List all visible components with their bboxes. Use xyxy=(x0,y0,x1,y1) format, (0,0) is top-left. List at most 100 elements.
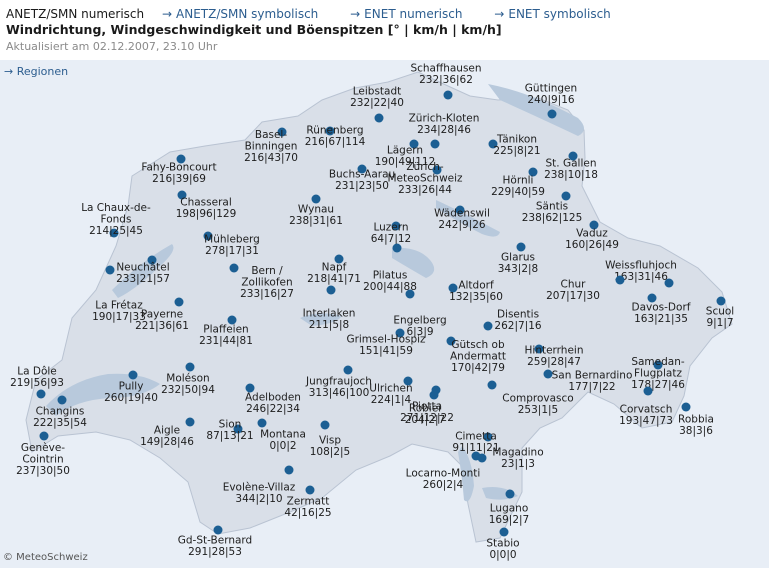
station-marker[interactable] xyxy=(487,380,497,390)
station-marker[interactable] xyxy=(430,139,440,149)
station-marker[interactable] xyxy=(57,395,67,405)
station-marker[interactable] xyxy=(505,489,515,499)
station-marker[interactable] xyxy=(36,389,46,399)
station-marker[interactable] xyxy=(305,485,315,495)
station-marker[interactable] xyxy=(311,194,321,204)
station-marker[interactable] xyxy=(392,243,402,253)
station-marker[interactable] xyxy=(325,126,335,136)
tab-anetz-symbolisch-label[interactable]: ANETZ/SMN symbolisch xyxy=(176,7,319,21)
station-marker[interactable] xyxy=(568,151,578,161)
station-marker[interactable] xyxy=(395,328,405,338)
station-marker[interactable] xyxy=(233,424,243,434)
station-marker[interactable] xyxy=(643,386,653,396)
station-marker[interactable] xyxy=(432,165,442,175)
station-marker[interactable] xyxy=(615,275,625,285)
station-marker[interactable] xyxy=(664,278,674,288)
station-marker[interactable] xyxy=(203,231,213,241)
station-marker[interactable] xyxy=(547,109,557,119)
station-marker[interactable] xyxy=(716,296,726,306)
station-marker[interactable] xyxy=(109,228,119,238)
station-marker[interactable] xyxy=(320,420,330,430)
station-marker[interactable] xyxy=(257,418,267,428)
station-marker[interactable] xyxy=(245,383,255,393)
station-marker[interactable] xyxy=(561,191,571,201)
station-marker[interactable] xyxy=(409,139,419,149)
station-marker[interactable] xyxy=(455,205,465,215)
station-marker[interactable] xyxy=(516,242,526,252)
tab-enet-symbolisch-label[interactable]: ENET symbolisch xyxy=(508,7,611,21)
station-marker[interactable] xyxy=(357,164,367,174)
station-marker[interactable] xyxy=(277,127,287,137)
station-marker[interactable] xyxy=(483,321,493,331)
station-marker[interactable] xyxy=(477,453,487,463)
station-marker[interactable] xyxy=(543,369,553,379)
station-marker[interactable] xyxy=(174,297,184,307)
station-marker[interactable] xyxy=(227,315,237,325)
station-marker[interactable] xyxy=(403,376,413,386)
station-marker[interactable] xyxy=(39,431,49,441)
station-marker[interactable] xyxy=(405,289,415,299)
station-marker[interactable] xyxy=(488,139,498,149)
station-marker[interactable] xyxy=(176,154,186,164)
station-marker[interactable] xyxy=(528,167,538,177)
station-marker[interactable] xyxy=(177,190,187,200)
tab-enet-symbolisch[interactable]: → ENET symbolisch xyxy=(494,7,624,21)
station-marker[interactable] xyxy=(429,390,439,400)
tab-enet-numerisch-label[interactable]: ENET numerisch xyxy=(364,7,463,21)
station-marker[interactable] xyxy=(681,402,691,412)
station-marker[interactable] xyxy=(446,336,456,346)
station-marker[interactable] xyxy=(343,365,353,375)
station-marker[interactable] xyxy=(326,285,336,295)
station-marker[interactable] xyxy=(589,220,599,230)
station-marker[interactable] xyxy=(483,432,493,442)
station-marker[interactable] xyxy=(229,263,239,273)
station-marker[interactable] xyxy=(448,283,458,293)
station-marker[interactable] xyxy=(284,465,294,475)
